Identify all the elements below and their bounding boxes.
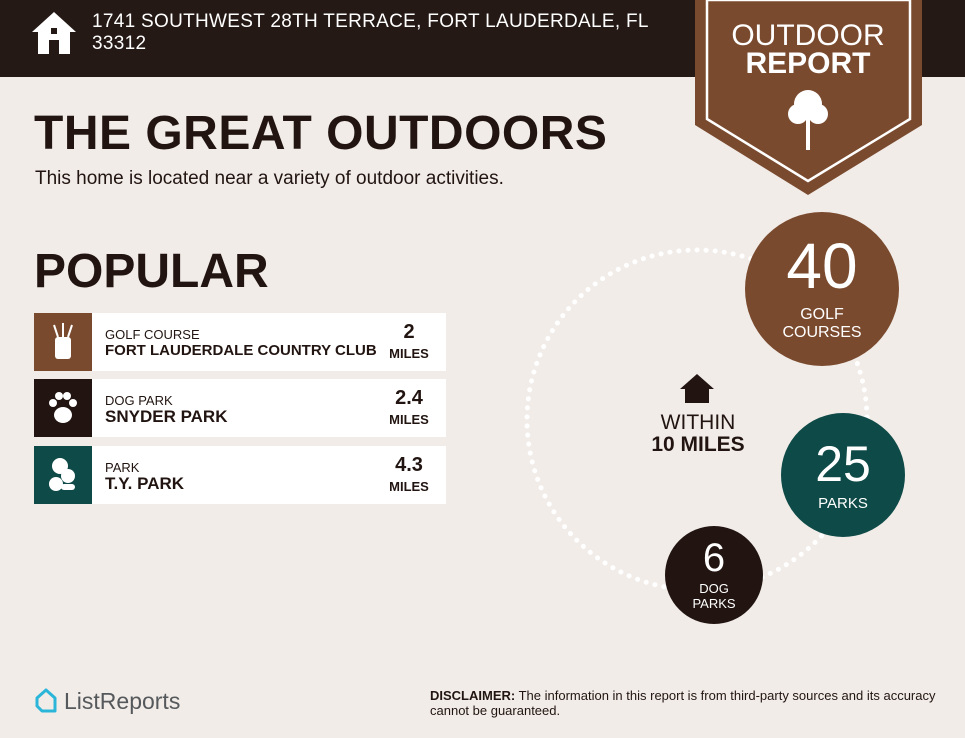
distance-unit: MILES bbox=[389, 346, 429, 361]
count: 6 bbox=[702, 536, 726, 580]
badge-line: OUTDOOR bbox=[731, 19, 884, 52]
disclaimer-text: The information in this report is from t… bbox=[430, 688, 936, 718]
brand: ListReports bbox=[64, 688, 181, 714]
tree-icon bbox=[788, 90, 828, 150]
place-name: FORT LAUDERDALE COUNTRY CLUB bbox=[105, 342, 377, 359]
badge-line: REPORT bbox=[745, 47, 870, 80]
subtitle: This home is located near a variety of o… bbox=[35, 168, 504, 189]
golf-icon bbox=[34, 313, 92, 371]
activity-row: PARK T.Y. PARK 4.3 MILES bbox=[34, 446, 446, 504]
place-name: SNYDER PARK bbox=[105, 407, 228, 426]
count-label: DOG PARKS bbox=[692, 581, 736, 611]
distance: 2.4 bbox=[395, 387, 423, 409]
count-circle: 6 DOG PARKS bbox=[665, 526, 763, 624]
address: 1741 SOUTHWEST 28TH TERRACE, FORT LAUDER… bbox=[92, 11, 649, 54]
count: 25 bbox=[815, 436, 871, 492]
count-label: PARKS bbox=[818, 495, 868, 512]
category: DOG PARK bbox=[105, 393, 173, 408]
radius-label: WITHIN bbox=[660, 411, 736, 434]
disclaimer: DISCLAIMER: The information in this repo… bbox=[430, 688, 940, 718]
paw-icon bbox=[34, 379, 92, 437]
activity-row: GOLF COURSE FORT LAUDERDALE COUNTRY CLUB… bbox=[34, 313, 446, 371]
distance: 2 bbox=[403, 321, 415, 343]
count-label: GOLF COURSES bbox=[782, 306, 862, 341]
title: THE GREAT OUTDOORS bbox=[34, 107, 608, 160]
distance-unit: MILES bbox=[389, 479, 429, 494]
disclaimer-label: DISCLAIMER: bbox=[430, 688, 516, 703]
place-name: T.Y. PARK bbox=[105, 474, 185, 493]
badge: OUTDOOR REPORT bbox=[695, 0, 922, 195]
radius-distance: 10 MILES bbox=[651, 433, 745, 456]
count-circle: 40 GOLF COURSES bbox=[745, 212, 899, 366]
home-icon bbox=[32, 12, 76, 54]
section-title: POPULAR bbox=[34, 245, 269, 298]
distance-unit: MILES bbox=[389, 412, 429, 427]
category: PARK bbox=[105, 460, 140, 475]
distance: 4.3 bbox=[395, 454, 423, 476]
activity-row: DOG PARK SNYDER PARK 2.4 MILES bbox=[34, 379, 446, 437]
count-circle: 25 PARKS bbox=[781, 413, 905, 537]
brand-logo bbox=[35, 688, 57, 713]
count: 40 bbox=[786, 230, 858, 302]
park-icon bbox=[34, 446, 92, 504]
category: GOLF COURSE bbox=[105, 327, 200, 342]
